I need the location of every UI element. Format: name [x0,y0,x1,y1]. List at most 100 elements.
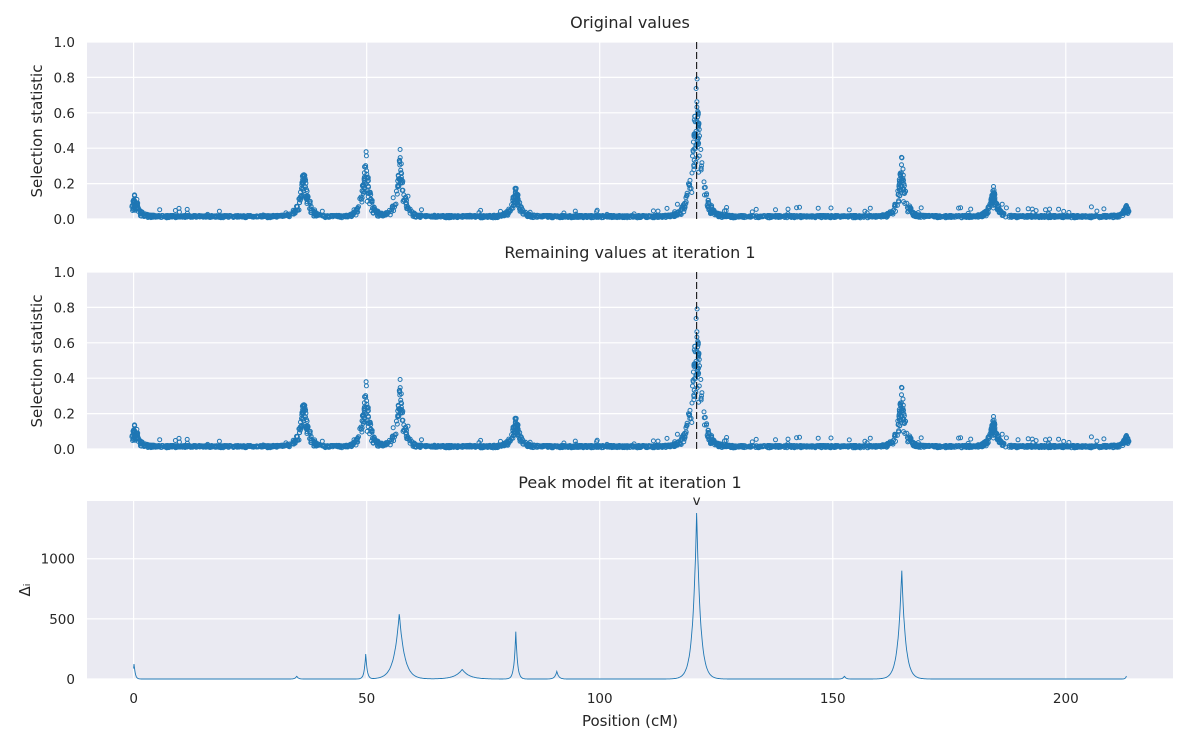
data-point [832,214,838,220]
plot-area-remaining [87,272,1173,449]
data-point [613,213,619,219]
data-point [951,213,957,219]
data-point [932,214,938,220]
data-point [896,198,902,204]
data-point [827,213,833,219]
data-point [902,191,907,196]
data-point [902,201,908,206]
data-point [365,190,371,196]
scatter-series-original [129,76,1132,221]
data-point [281,213,287,219]
data-point [675,212,681,218]
data-point [875,214,880,220]
data-point [739,213,745,219]
data-point [273,214,279,220]
data-point [650,214,656,220]
data-point [1025,206,1031,212]
y-tick-label: 0.6 [54,106,75,122]
data-point [573,211,579,217]
data-point [736,213,742,219]
data-point [233,213,239,219]
y-tick-label: 0.0 [54,212,75,228]
data-point [684,193,689,199]
data-point [445,213,451,219]
y-tick-label: 0.4 [54,141,75,157]
data-point [862,208,868,214]
data-point [616,214,622,220]
data-point [788,215,794,220]
data-point [858,213,864,219]
data-point [691,117,697,123]
data-point [625,214,631,220]
data-point [403,194,409,200]
data-point [379,210,385,216]
data-point [168,213,174,219]
data-point [992,191,997,197]
data-point [773,207,778,213]
data-point [783,214,789,219]
data-point [855,213,861,219]
data-point [355,205,361,211]
data-point [472,214,478,220]
data-point [321,213,327,218]
data-point [794,205,800,211]
data-point [806,213,812,219]
data-point [130,198,136,204]
data-point [1083,214,1089,220]
data-point [1021,213,1027,219]
data-point [767,213,773,218]
data-point [567,213,573,219]
data-point [303,194,309,200]
data-point [354,206,360,212]
data-point [313,209,319,215]
data-point [723,208,729,214]
data-point [1044,213,1050,219]
data-point [1033,208,1039,214]
data-point [218,214,224,219]
data-point [785,206,791,212]
data-point [391,208,397,214]
data-point [884,211,890,217]
data-point [395,173,401,179]
data-point [416,214,422,219]
data-point [176,205,182,211]
data-point [698,147,704,152]
panel-original: 0.00.20.40.60.81.0 Original values Selec… [28,13,1173,228]
data-point [989,197,995,203]
data-point [691,164,697,169]
data-point [992,202,998,208]
data-point [839,213,845,219]
data-point [696,127,702,132]
data-point [397,177,403,183]
data-point [368,198,374,204]
data-point [225,214,231,220]
data-point [1015,437,1021,443]
data-point [551,214,557,220]
data-point [424,213,430,219]
data-point [204,213,210,219]
data-point [898,183,904,189]
data-point [846,437,852,443]
data-point [513,187,519,193]
data-point [793,213,799,219]
data-point [1094,208,1100,214]
scatter-series-remaining [129,306,1132,451]
data-point [894,432,900,438]
data-point [1076,214,1082,220]
data-point [387,212,393,218]
data-point [398,170,404,176]
data-point [1015,207,1021,213]
data-point [144,212,150,218]
data-point [892,203,898,209]
data-point [390,195,396,201]
data-point [371,204,377,210]
data-point [726,214,731,219]
data-point [693,86,699,91]
data-point [753,206,759,212]
data-point [316,212,322,218]
data-point [390,203,396,209]
data-point [1010,214,1016,219]
data-point [1123,206,1129,211]
y-tick-label: 0.2 [54,177,75,193]
data-point [592,214,598,220]
